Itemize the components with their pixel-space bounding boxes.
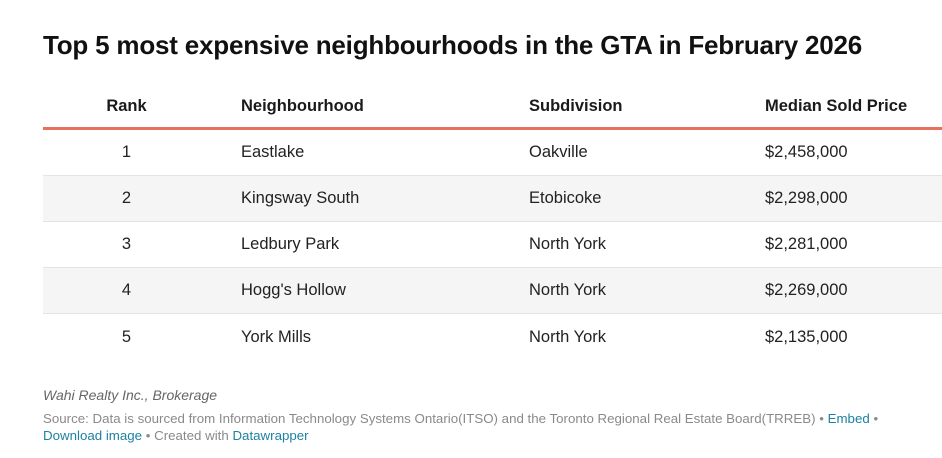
- separator: •: [815, 411, 828, 426]
- price-table: Rank Neighbourhood Subdivision Median So…: [43, 86, 942, 360]
- price-cell: $2,281,000: [765, 235, 848, 253]
- separator: •: [142, 428, 155, 443]
- source-note: Source: Data is sourced from Information…: [43, 411, 816, 426]
- subdivision-cell: North York: [529, 235, 607, 253]
- neighbourhood-cell: Ledbury Park: [241, 235, 340, 253]
- neighbourhood-cell: Hogg's Hollow: [241, 281, 346, 299]
- price-cell: $2,458,000: [765, 143, 848, 161]
- neighbourhood-cell: Eastlake: [241, 143, 305, 161]
- separator: •: [869, 411, 879, 426]
- table-row: 4 Hogg's Hollow North York $2,269,000: [43, 268, 942, 314]
- neighbourhood-cell: York Mills: [241, 327, 311, 346]
- table-title: Top 5 most expensive neighbourhoods in t…: [43, 30, 863, 60]
- column-header-subdivision: Subdivision: [529, 97, 623, 115]
- rank-cell: 4: [121, 281, 132, 299]
- created-with-text: Created with: [154, 428, 229, 443]
- neighbourhood-cell: Kingsway South: [241, 189, 360, 207]
- subdivision-cell: Oakville: [529, 143, 588, 161]
- rank-cell: 1: [121, 143, 132, 161]
- embed-link[interactable]: Embed: [827, 411, 870, 426]
- footer-notes: Source: Data is sourced from Information…: [43, 410, 913, 444]
- column-header-median-sold-price: Median Sold Price: [765, 97, 908, 115]
- rank-cell: 5: [121, 327, 132, 346]
- table-row: 3 Ledbury Park North York $2,281,000: [43, 222, 942, 268]
- table-header-row: Rank Neighbourhood Subdivision Median So…: [43, 86, 942, 130]
- subdivision-cell: North York: [529, 327, 607, 346]
- subdivision-cell: Etobicoke: [529, 189, 602, 207]
- column-header-rank: Rank: [106, 97, 147, 115]
- rank-cell: 3: [121, 235, 132, 253]
- download-image-link[interactable]: Download image: [43, 428, 143, 443]
- table-row: 1 Eastlake Oakville $2,458,000: [43, 130, 942, 176]
- price-cell: $2,269,000: [765, 281, 848, 299]
- price-cell: $2,135,000: [765, 327, 848, 346]
- column-header-neighbourhood: Neighbourhood: [241, 97, 364, 115]
- rank-cell: 2: [121, 189, 132, 207]
- table-row: 5 York Mills North York $2,135,000: [43, 314, 942, 360]
- byline: Wahi Realty Inc., Brokerage: [43, 387, 218, 403]
- price-cell: $2,298,000: [765, 189, 848, 207]
- subdivision-cell: North York: [529, 281, 607, 299]
- datawrapper-link[interactable]: Datawrapper: [232, 428, 309, 443]
- table-row: 2 Kingsway South Etobicoke $2,298,000: [43, 176, 942, 222]
